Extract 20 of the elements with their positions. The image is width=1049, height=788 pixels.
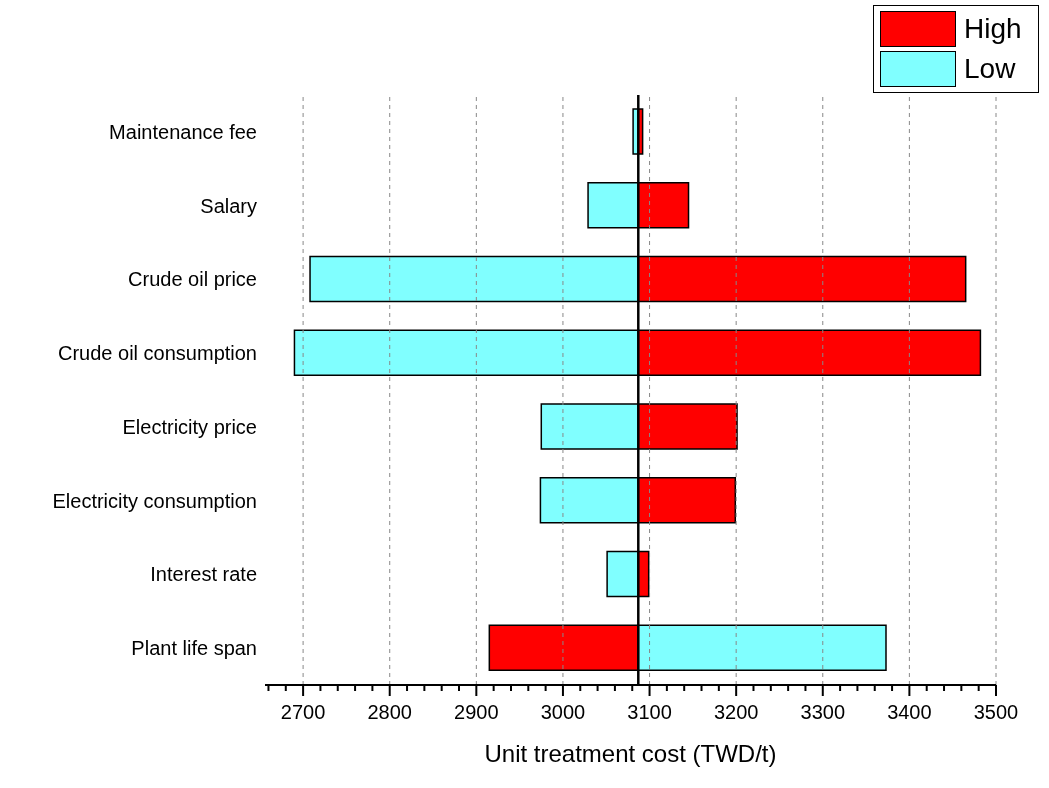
y-tick-label: Interest rate xyxy=(150,563,257,586)
x-tick-label: 3500 xyxy=(973,701,1019,723)
legend-label: High xyxy=(964,13,1022,45)
legend-label: Low xyxy=(964,53,1016,85)
x-tick-label: 3100 xyxy=(627,701,672,723)
y-tick-label: Salary xyxy=(200,194,257,217)
y-tick-label: Electricity price xyxy=(122,415,257,438)
y-tick-label: Plant life span xyxy=(131,637,257,660)
x-tick-label: 2800 xyxy=(367,701,412,723)
x-axis-title: Unit treatment cost (TWD/t) xyxy=(484,740,777,767)
x-tick-label: 3000 xyxy=(540,701,586,723)
x-tick-label: 2900 xyxy=(454,701,499,723)
y-tick-label: Electricity consumption xyxy=(52,489,257,512)
x-tick-label: 3200 xyxy=(713,701,759,723)
x-tick-label: 2700 xyxy=(280,701,326,723)
x-tick-label: 3300 xyxy=(800,701,846,723)
y-tick-label: Maintenance fee xyxy=(109,120,257,143)
y-tick-label: Crude oil price xyxy=(128,268,257,291)
y-tick-label: Crude oil consumption xyxy=(58,342,257,365)
x-tick-label: 3400 xyxy=(887,701,932,723)
